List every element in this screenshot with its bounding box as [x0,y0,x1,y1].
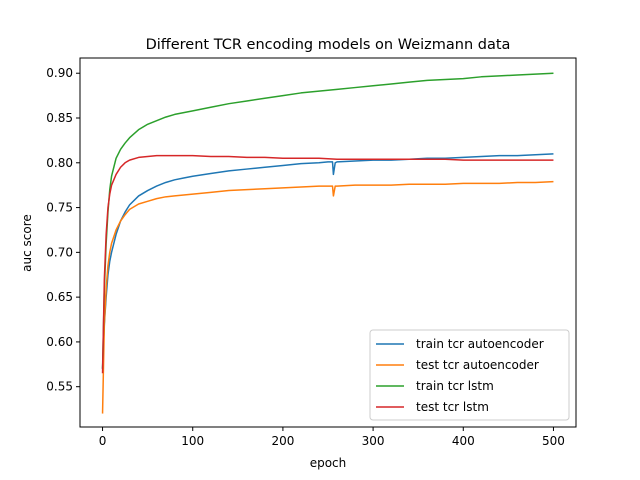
legend-label-1: train tcr autoencoder [416,337,544,351]
x-axis-ticks: 0 100 200 300 400 500 [99,427,565,448]
legend-label-2: test tcr autoencoder [416,358,539,372]
x-tick-label: 0 [99,434,107,448]
y-tick-label: 0.55 [46,380,73,394]
series-line-3 [101,72,554,369]
series-line-4 [101,154,554,374]
series-layer [101,72,554,414]
y-tick-label: 0.65 [46,290,73,304]
x-axis-label: epoch [310,456,347,470]
legend-box [369,329,570,421]
x-tick-label: 500 [542,434,565,448]
y-tick-label: 0.75 [46,201,73,215]
legend-label-4: test tcr lstm [416,400,489,414]
y-tick-label: 0.60 [46,335,73,349]
x-tick-label: 100 [181,434,204,448]
x-tick-label: 300 [362,434,385,448]
legend: train tcr autoencoder test tcr autoencode… [369,329,570,421]
y-axis-ticks: 0.55 0.60 0.65 0.70 0.75 0.80 0.85 0.90 [46,66,80,394]
y-tick-label: 0.90 [46,66,73,80]
chart-title: Different TCR encoding models on Weizman… [146,37,511,53]
y-tick-label: 0.80 [46,156,73,170]
series-line-2 [101,180,554,414]
plot-frame [79,57,577,428]
legend-label-3: train tcr lstm [416,379,494,393]
x-tick-label: 200 [271,434,294,448]
y-tick-label: 0.70 [46,245,73,259]
y-tick-label: 0.85 [46,111,73,125]
x-tick-label: 400 [452,434,475,448]
y-axis-label: auc score [20,214,34,272]
